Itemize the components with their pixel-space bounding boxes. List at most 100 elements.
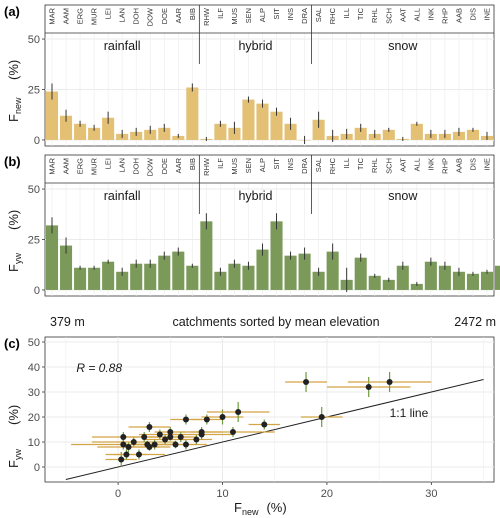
- data-point: [162, 436, 169, 443]
- data-point: [198, 431, 205, 438]
- a-category-label: RHP: [440, 8, 449, 24]
- b-category-label: AAB: [454, 158, 463, 173]
- b-category-label: DIS: [468, 158, 477, 171]
- b-category-label: MUR: [90, 157, 99, 175]
- b-bar: [312, 271, 325, 290]
- b-category-label: DOW: [146, 157, 155, 176]
- b-category-label: SIT: [272, 158, 281, 170]
- panel-b-y-ticks: 0 25 50: [28, 184, 45, 297]
- b-bar: [256, 249, 269, 290]
- b-category-label: LAN: [118, 158, 127, 173]
- elevation-max-label: 2472 m: [454, 315, 496, 329]
- b-category-label: AAR: [174, 157, 183, 173]
- b-bar: [326, 251, 339, 290]
- b-category-label: AAT: [398, 158, 407, 172]
- b-category-label: DOE: [160, 158, 169, 174]
- b-bar: [45, 225, 59, 290]
- b-y-tick-label: 50: [28, 184, 40, 196]
- a-category-label: AAB: [454, 8, 463, 23]
- data-point: [130, 439, 137, 445]
- a-bar: [354, 127, 367, 140]
- a-bar: [242, 99, 255, 140]
- data-point: [156, 431, 163, 438]
- b-bar: [242, 265, 255, 290]
- data-point: [146, 444, 153, 450]
- a-category-label: INE: [482, 8, 491, 21]
- b-bar: [186, 265, 199, 290]
- a-bar: [410, 123, 423, 140]
- data-point: [167, 429, 174, 435]
- b-category-label: AAM: [62, 158, 71, 174]
- b-bar: [102, 261, 115, 290]
- b-bar: [60, 245, 73, 290]
- data-point: [172, 441, 179, 448]
- c-x-tick-label: 0: [115, 488, 121, 500]
- data-point: [118, 456, 125, 463]
- elevation-min-label: 379 m: [50, 315, 85, 329]
- b-group-label: hybrid: [238, 189, 272, 203]
- panel-c-ticks: 0 10 20 30 0 10 20 30 40 50: [28, 337, 438, 500]
- b-bar: [270, 221, 283, 290]
- b-bar: [368, 275, 381, 290]
- panel-b-category-strips: MAR AAM ERG MUR LEI LAN DOH DOW DOE AAR BIB RHW ILF M…: [45, 155, 494, 214]
- b-y-tick-label: 0: [34, 285, 40, 297]
- a-bar: [144, 129, 157, 140]
- a-category-label: ILL: [342, 8, 351, 18]
- panel-a-y-label-main: F: [6, 114, 21, 122]
- a-y-tick-label: 50: [28, 34, 40, 46]
- panel-a-label: (a): [4, 4, 20, 19]
- a-category-label: DIS: [468, 8, 477, 21]
- panel-a-y-label: Fnew: [6, 97, 23, 122]
- b-bar: [438, 265, 451, 290]
- data-point: [235, 409, 242, 415]
- b-category-label: INE: [482, 158, 491, 171]
- a-bar: [312, 119, 325, 140]
- panel-a-y-ticks: 0 25 50: [28, 34, 45, 147]
- data-point: [386, 379, 393, 385]
- data-point: [365, 384, 372, 390]
- a-bar: [382, 129, 395, 140]
- panel-c-x-label-main: F: [234, 500, 242, 515]
- one-to-one-line-label: 1:1 line: [390, 406, 429, 420]
- b-category-label: RHC: [328, 157, 337, 174]
- b-category-label: MUS: [230, 158, 239, 175]
- a-category-label: ALP: [258, 8, 267, 22]
- b-category-label: SEN: [244, 158, 253, 173]
- b-category-label: ERG: [76, 158, 85, 174]
- data-point: [135, 451, 142, 458]
- a-bar: [186, 87, 199, 140]
- panel-a-y-label-sub: new: [13, 97, 23, 114]
- data-point: [151, 441, 158, 448]
- data-point: [229, 429, 236, 435]
- b-category-label: ALP: [258, 158, 267, 172]
- b-bar: [172, 251, 185, 290]
- panel-a-plot-area: [44, 4, 495, 147]
- b-bar: [354, 257, 367, 290]
- a-bar: [88, 127, 101, 140]
- panel-c: (c) 0 10 20 30 0 10 20 30 40 50 R = 0.88 1:1 line…: [4, 336, 495, 517]
- panel-c-points: [71, 372, 432, 467]
- panel-c-y-unit: (%): [6, 405, 21, 425]
- a-bar: [45, 91, 59, 140]
- b-category-label: ILF: [216, 158, 225, 169]
- a-bar: [102, 117, 115, 140]
- data-point: [167, 434, 174, 440]
- b-bar: [284, 255, 297, 290]
- b-group-label: snow: [388, 189, 418, 203]
- c-y-tick-label: 10: [28, 437, 40, 449]
- b-category-label: TIC: [356, 157, 365, 170]
- b-category-label: ILL: [342, 158, 351, 168]
- data-point: [219, 414, 226, 420]
- a-category-label: DOW: [146, 7, 155, 26]
- panel-b: (b) MAR AAM ERG MUR LEI LAN DOH DOW DOE AAR BIB RHW…: [4, 154, 500, 329]
- a-category-label: LEI: [104, 8, 113, 19]
- a-category-label: DOH: [132, 8, 141, 25]
- b-category-label: RHL: [370, 158, 379, 173]
- data-point: [177, 434, 184, 440]
- elevation-axis-label: catchments sorted by mean elevation: [172, 315, 379, 329]
- b-category-label: LEI: [104, 158, 113, 169]
- data-point: [261, 421, 268, 428]
- a-bar: [214, 123, 227, 140]
- b-category-label: RHP: [440, 158, 449, 174]
- a-category-label: MUR: [90, 7, 99, 25]
